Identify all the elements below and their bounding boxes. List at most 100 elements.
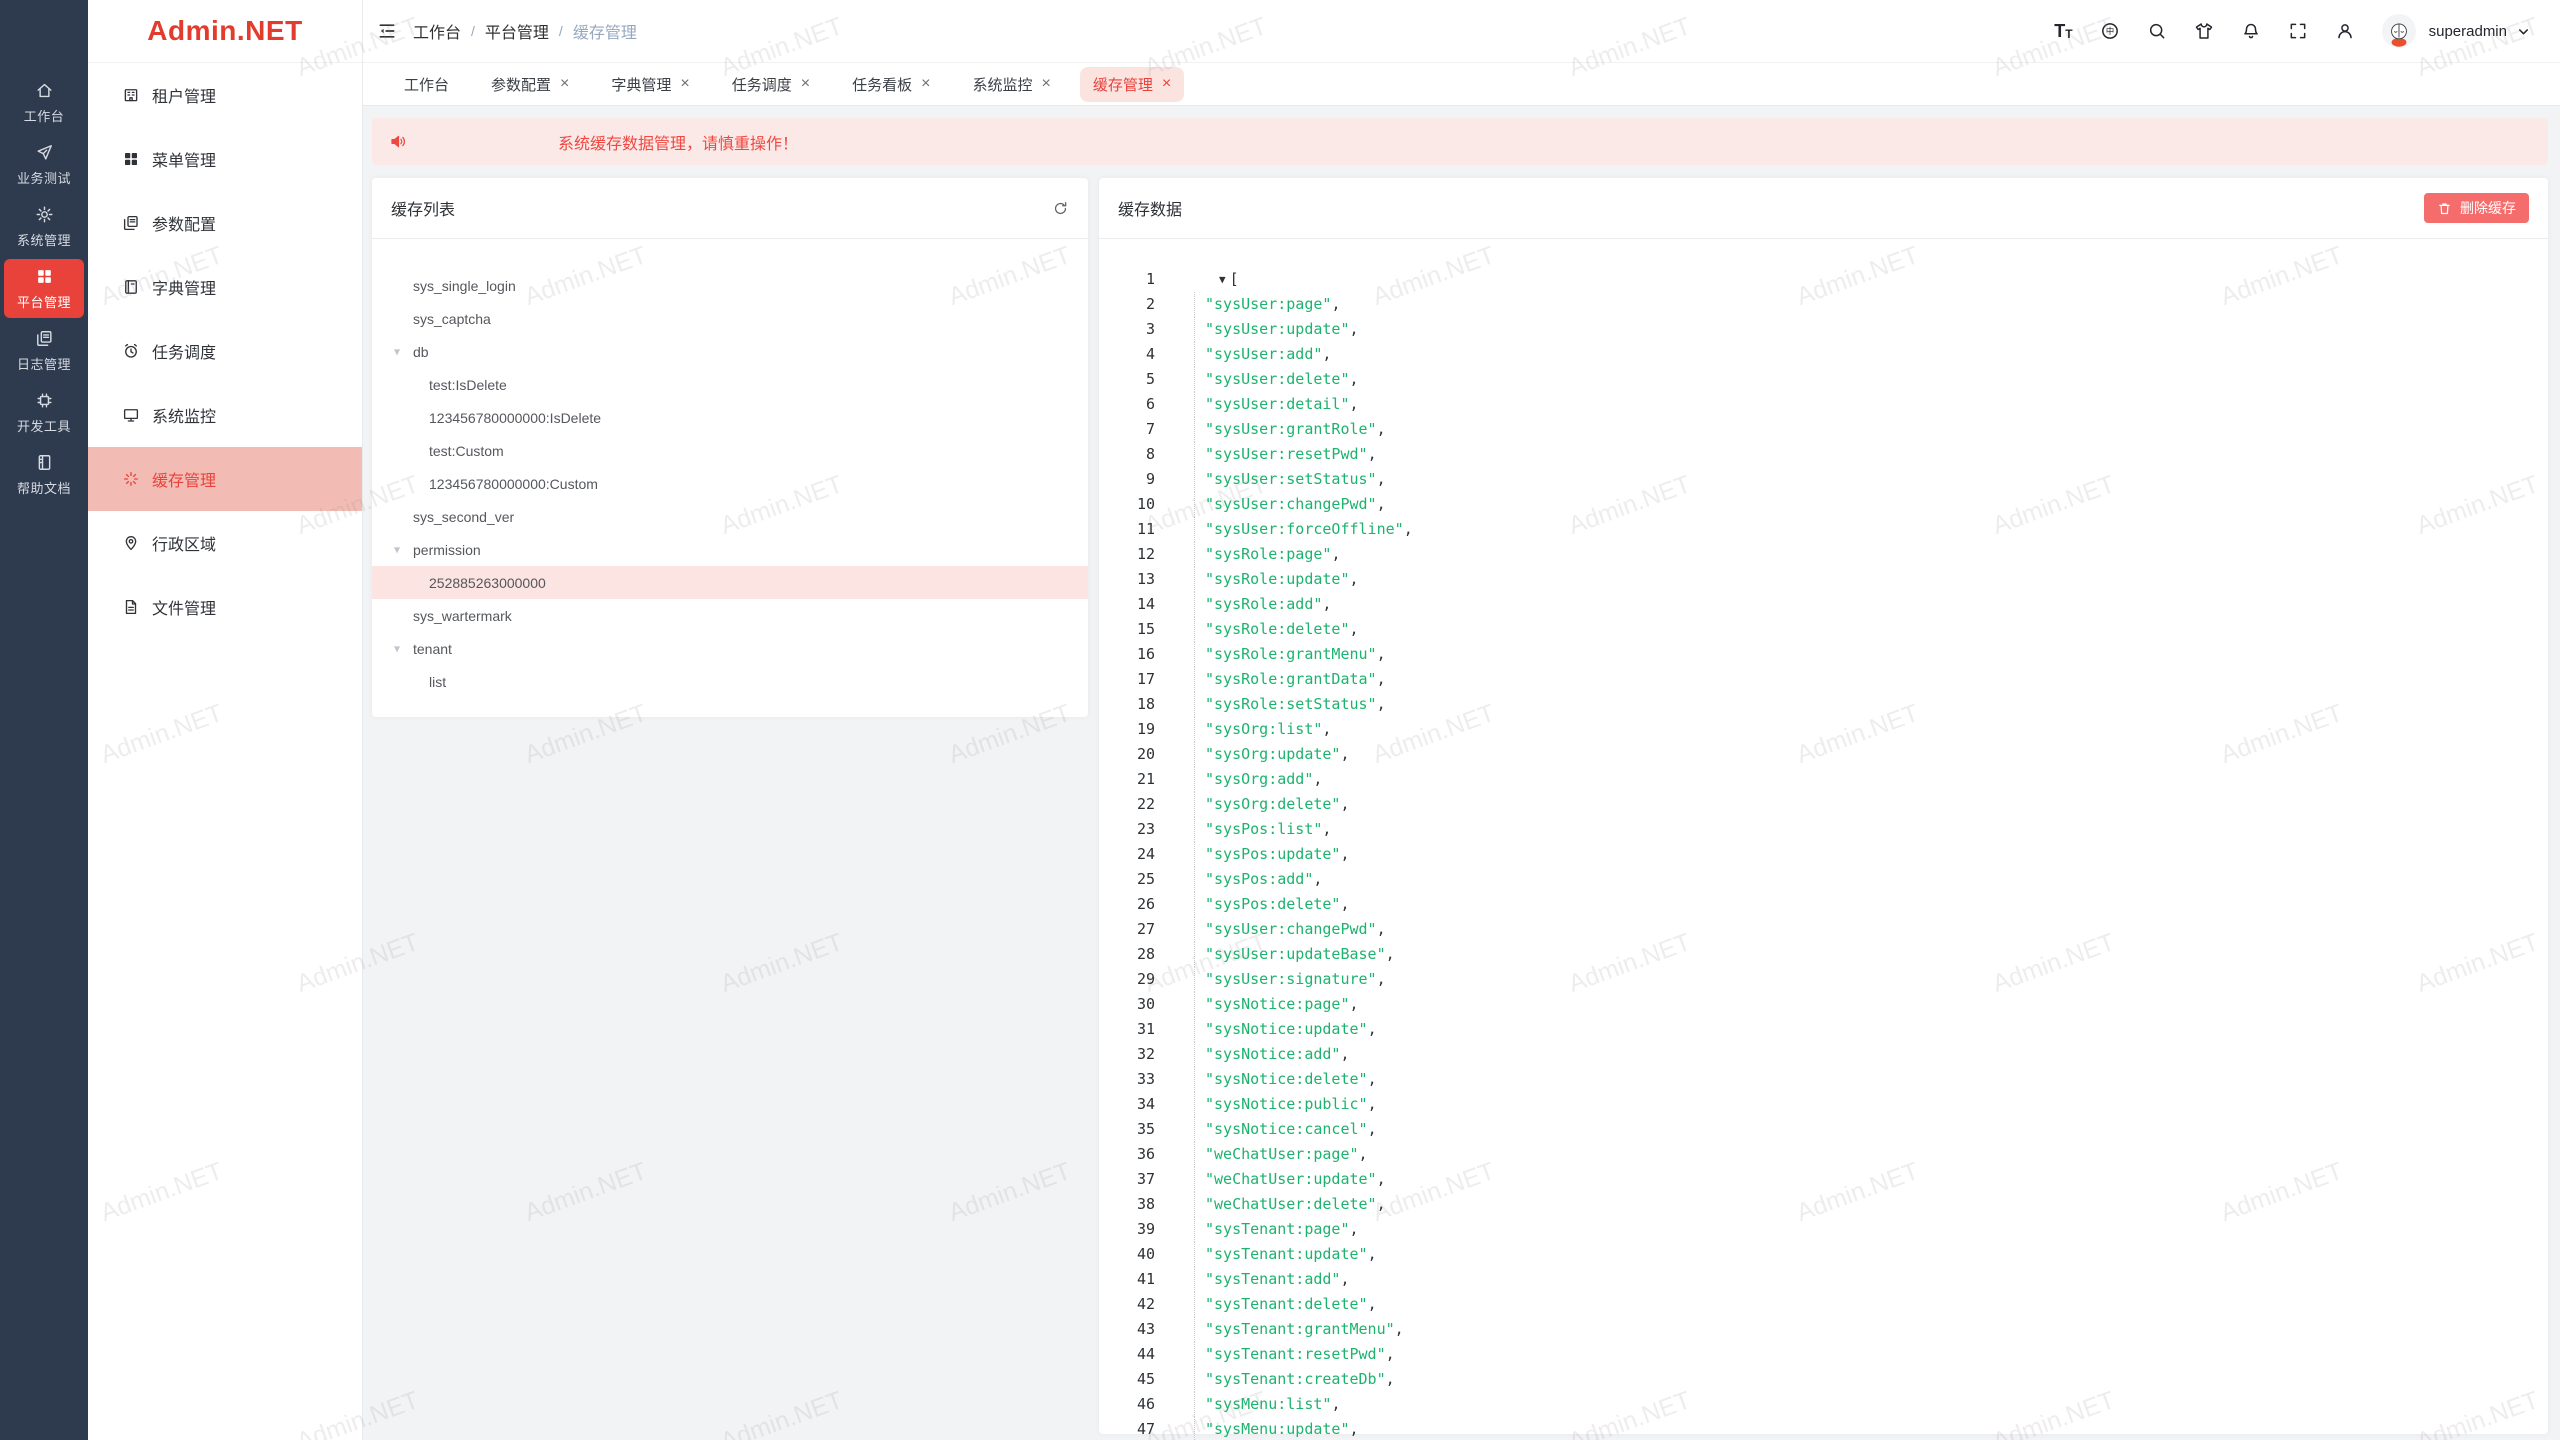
tree-node-sys_captcha[interactable]: sys_captcha [372, 302, 1088, 335]
notification-bell-icon[interactable] [2241, 21, 2261, 41]
theme-shirt-icon[interactable] [2194, 21, 2214, 41]
tab-任务调度[interactable]: 任务调度 × [719, 67, 823, 102]
secondary-nav: 租户管理菜单管理 参数配置 字典管理 任务调度系统监控缓存管理 行政区域文件管理 [88, 63, 362, 639]
tree-node-123456780000000:Custom[interactable]: 123456780000000:Custom [372, 467, 1088, 500]
line-number: 2 [1145, 295, 1155, 313]
tree-node-123456780000000:IsDelete[interactable]: 123456780000000:IsDelete [372, 401, 1088, 434]
cache-list-title: 缓存列表 [391, 202, 456, 219]
breadcrumb-item[interactable]: 工作台 [413, 25, 462, 42]
book-icon [35, 453, 54, 472]
menu-item-grid[interactable]: 菜单管理 [88, 127, 362, 191]
menu-item-docs[interactable]: 参数配置 [88, 191, 362, 255]
tab-工作台[interactable]: 工作台 [391, 67, 462, 102]
tab-close-icon[interactable]: × [680, 75, 690, 92]
tree-node-sys_second_ver[interactable]: sys_second_ver [372, 500, 1088, 533]
tree-node-label: sys_wartermark [413, 607, 512, 624]
tree-node-test:Custom[interactable]: test:Custom [372, 434, 1088, 467]
menu-item-monitor[interactable]: 系统监控 [88, 383, 362, 447]
trash-icon [2437, 201, 2452, 216]
tab-字典管理[interactable]: 字典管理 × [598, 67, 702, 102]
json-code: "sysUser:detail", [1194, 392, 1359, 417]
refresh-icon[interactable] [1052, 200, 1069, 217]
tree-node-db[interactable]: ▾ db [372, 335, 1088, 368]
username[interactable]: superadmin [2428, 22, 2507, 40]
tab-close-icon[interactable]: × [921, 75, 931, 92]
json-line: 35 "sysNotice:cancel", [1099, 1117, 2548, 1142]
tab-系统监控[interactable]: 系统监控 × [959, 67, 1063, 102]
search-icon[interactable] [2147, 21, 2167, 41]
json-line: 36 "weChatUser:page", [1099, 1142, 2548, 1167]
tab-close-icon[interactable]: × [1161, 75, 1172, 92]
tab-参数配置[interactable]: 参数配置 × [478, 67, 582, 102]
json-code: "sysUser:forceOffline", [1194, 517, 1413, 542]
json-code: "sysOrg:list", [1194, 717, 1331, 742]
json-code: "sysRole:grantData", [1194, 667, 1386, 692]
menu-item-label: 系统监控 [152, 409, 217, 426]
tab-close-icon[interactable]: × [1041, 75, 1051, 92]
line-number: 46 [1136, 1395, 1155, 1413]
tree-node-sys_single_login[interactable]: sys_single_login [372, 269, 1088, 302]
menu-item-pin[interactable]: 行政区域 [88, 511, 362, 575]
json-code: "weChatUser:update", [1194, 1167, 1386, 1192]
menu-item-dict[interactable]: 字典管理 [88, 255, 362, 319]
tree-node-label: db [413, 343, 429, 360]
breadcrumb-item[interactable]: 平台管理 [484, 25, 549, 42]
line-number: 30 [1136, 995, 1155, 1013]
tree-expand-icon[interactable]: ▾ [394, 343, 401, 358]
pin-icon [122, 534, 140, 552]
delete-cache-button[interactable]: 删除缓存 [2424, 193, 2529, 223]
tree-node-sys_wartermark[interactable]: sys_wartermark [372, 599, 1088, 632]
rail-item-chip[interactable]: 开发工具 [4, 383, 84, 442]
tree-node-252885263000000[interactable]: 252885263000000 [372, 566, 1088, 599]
json-line: 28 "sysUser:updateBase", [1099, 942, 2548, 967]
json-code: "sysOrg:add", [1194, 767, 1322, 792]
tab-label: 字典管理 [611, 76, 672, 94]
fold-triangle-icon[interactable]: ▼ [1219, 273, 1226, 286]
tree-expand-icon[interactable]: ▾ [394, 541, 401, 556]
app-logo[interactable] [14, 6, 74, 66]
tree-node-tenant[interactable]: ▾ tenant [372, 632, 1088, 665]
rail-item-book[interactable]: 帮助文档 [4, 445, 84, 504]
rail-item-grid[interactable]: 平台管理 [4, 259, 84, 318]
tree-node-list[interactable]: list [372, 665, 1088, 698]
tree-node-test:IsDelete[interactable]: test:IsDelete [372, 368, 1088, 401]
menu-item-label: 租户管理 [152, 89, 217, 106]
fullscreen-icon[interactable] [2288, 21, 2308, 41]
line-number: 40 [1136, 1245, 1155, 1263]
line-number: 35 [1136, 1120, 1155, 1138]
tab-close-icon[interactable]: × [800, 75, 811, 92]
line-number: 33 [1136, 1070, 1155, 1088]
language-icon[interactable]: 中 [2100, 21, 2120, 41]
json-line: 34 "sysNotice:public", [1099, 1092, 2548, 1117]
line-number: 39 [1136, 1220, 1155, 1238]
menu-item-building[interactable]: 租户管理 [88, 63, 362, 127]
json-line: 16 "sysRole:grantMenu", [1099, 642, 2548, 667]
json-line: 39 "sysTenant:page", [1099, 1217, 2548, 1242]
json-code: "sysPos:update", [1194, 842, 1350, 867]
rail-item-docs[interactable]: 日志管理 [4, 321, 84, 380]
rail-item-send[interactable]: 业务测试 [4, 135, 84, 194]
panels: 缓存列表 sys_single_login sys_captcha ▾ db test:… [372, 178, 2548, 1440]
dict-icon [122, 278, 140, 296]
tab-任务看板[interactable]: 任务看板 × [839, 67, 943, 102]
tab-close-icon[interactable]: × [560, 75, 570, 92]
line-number: 9 [1145, 470, 1155, 488]
collapse-menu-icon[interactable] [377, 21, 397, 41]
menu-item-spinner[interactable]: 缓存管理 [88, 447, 362, 511]
cache-data-title: 缓存数据 [1118, 202, 1183, 219]
json-line: 11 "sysUser:forceOffline", [1099, 517, 2548, 542]
json-line: 1 ▼[ [1099, 267, 2548, 292]
menu-item-label: 文件管理 [152, 601, 217, 618]
tree-node-permission[interactable]: ▾ permission [372, 533, 1088, 566]
rail-item-gear[interactable]: 系统管理 [4, 197, 84, 256]
menu-item-alarm[interactable]: 任务调度 [88, 319, 362, 383]
tab-缓存管理[interactable]: 缓存管理 × [1079, 66, 1185, 102]
tree-expand-icon[interactable]: ▾ [394, 640, 401, 655]
monitor-icon [122, 406, 140, 424]
json-code: "sysRole:update", [1194, 567, 1359, 592]
menu-item-file[interactable]: 文件管理 [88, 575, 362, 639]
user-icon[interactable] [2335, 21, 2355, 41]
rail-item-home[interactable]: 工作台 [4, 73, 84, 132]
avatar[interactable] [2381, 14, 2416, 48]
